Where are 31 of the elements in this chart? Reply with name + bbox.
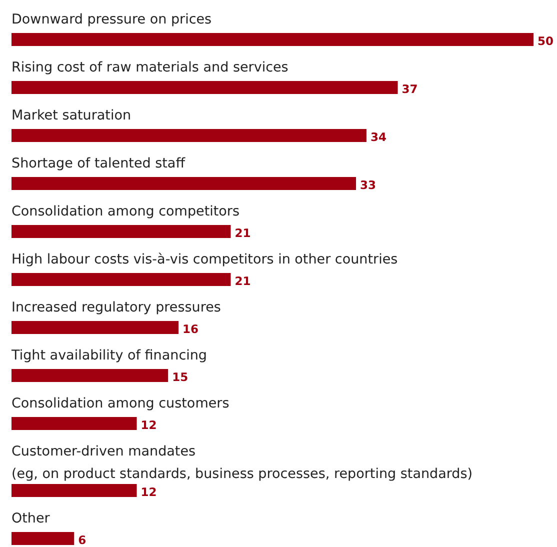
bar (12, 273, 231, 286)
y-tick-label: High labour costs vis-à-vis competitors in other countries (12, 252, 398, 268)
bar (12, 33, 534, 46)
bar (12, 321, 179, 334)
bar (12, 225, 231, 238)
data-label: 15 (172, 370, 188, 384)
data-label: 6 (78, 533, 86, 547)
y-tick-label: Market saturation (12, 108, 132, 124)
y-tick-label: Increased regulatory pressures (12, 300, 221, 316)
bar (12, 417, 137, 430)
data-label: 50 (538, 34, 554, 48)
data-label: 21 (234, 226, 251, 240)
data-label: 12 (140, 418, 157, 432)
y-tick-label: Shortage of talented staff (12, 156, 186, 172)
data-label: 37 (402, 82, 418, 96)
y-tick-label: Consolidation among customers (12, 396, 230, 412)
bar (12, 129, 366, 142)
bar (12, 177, 356, 190)
bar (12, 81, 398, 94)
data-label: 21 (234, 274, 251, 288)
y-tick-label: Other (12, 510, 50, 526)
bar (12, 369, 168, 382)
y-tick-label: Consolidation among competitors (12, 204, 240, 220)
data-label: 12 (140, 485, 157, 499)
y-tick-label: Tight availability of financing (10, 348, 207, 364)
y-tick-label: Downward pressure on prices (12, 12, 212, 28)
y-tick-label: Rising cost of raw materials and services (12, 60, 288, 76)
data-label: 33 (360, 178, 376, 192)
data-label: 16 (182, 322, 199, 336)
y-tick-label: Customer-driven mandates (eg, on product standards, business processes, reporting standards) (12, 444, 473, 482)
data-label: 34 (370, 130, 386, 144)
